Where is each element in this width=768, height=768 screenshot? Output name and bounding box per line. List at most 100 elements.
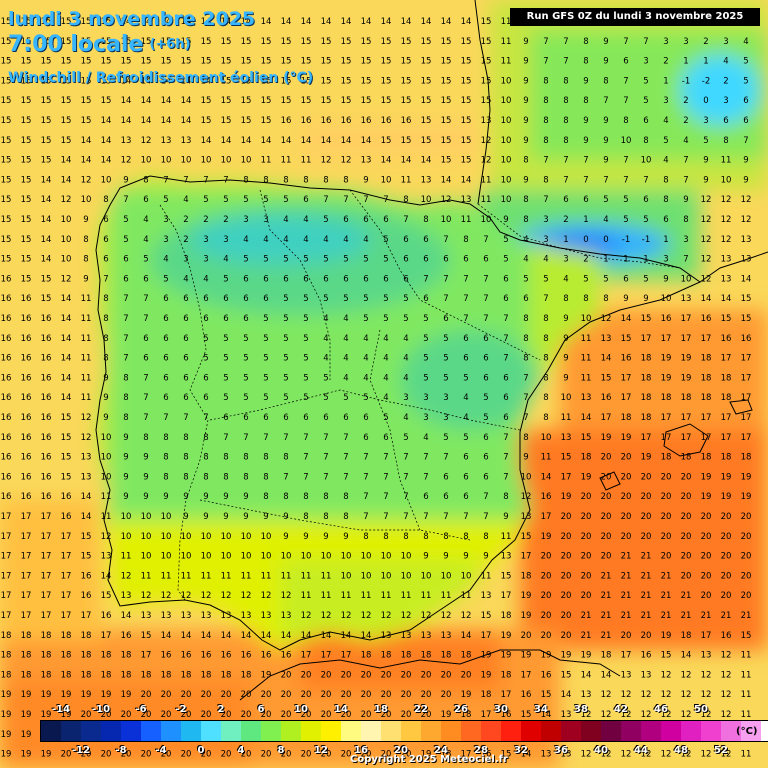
grid-value: 18 bbox=[41, 670, 52, 680]
grid-value: 16 bbox=[41, 334, 52, 344]
grid-value: 8 bbox=[583, 294, 588, 304]
grid-value: 19 bbox=[521, 611, 532, 621]
grid-value: 15 bbox=[641, 314, 652, 324]
grid-value: 14 bbox=[61, 294, 72, 304]
grid-value: 12 bbox=[681, 750, 692, 760]
grid-value: 10 bbox=[621, 136, 632, 146]
grid-value: 17 bbox=[21, 552, 32, 562]
grid-value: 16 bbox=[1, 354, 12, 364]
grid-value: 18 bbox=[81, 651, 92, 661]
grid-value: 20 bbox=[301, 690, 312, 700]
grid-value: 15 bbox=[41, 274, 52, 284]
grid-value: 4 bbox=[363, 235, 368, 245]
grid-value: 12 bbox=[701, 235, 712, 245]
grid-value: 19 bbox=[581, 651, 592, 661]
grid-value: 12 bbox=[621, 750, 632, 760]
grid-value: 6 bbox=[203, 373, 208, 383]
grid-value: 5 bbox=[203, 334, 208, 344]
grid-value: 10 bbox=[241, 532, 252, 542]
grid-value: 14 bbox=[181, 116, 192, 126]
grid-value: 19 bbox=[601, 433, 612, 443]
grid-value: 7 bbox=[403, 472, 408, 482]
grid-value: 20 bbox=[661, 472, 672, 482]
grid-value: 7 bbox=[203, 413, 208, 423]
grid-value: 4 bbox=[563, 274, 568, 284]
grid-value: 17 bbox=[741, 413, 752, 423]
grid-value: 9 bbox=[363, 175, 368, 185]
grid-value: 19 bbox=[661, 373, 672, 383]
grid-value: 5 bbox=[403, 314, 408, 324]
grid-value: 5 bbox=[383, 255, 388, 265]
grid-value: 6 bbox=[483, 373, 488, 383]
grid-value: 13 bbox=[441, 631, 452, 641]
grid-value: 8 bbox=[283, 492, 288, 502]
grid-value: 15 bbox=[341, 57, 352, 67]
grid-value: 12 bbox=[601, 710, 612, 720]
legend-top-label: -10 bbox=[91, 704, 111, 715]
grid-value: 15 bbox=[261, 116, 272, 126]
grid-value: 20 bbox=[621, 631, 632, 641]
grid-value: 15 bbox=[461, 76, 472, 86]
grid-value: 16 bbox=[1, 314, 12, 324]
grid-value: 16 bbox=[1, 472, 12, 482]
grid-value: 8 bbox=[663, 175, 668, 185]
grid-value: 20 bbox=[721, 571, 732, 581]
grid-value: 8 bbox=[303, 492, 308, 502]
grid-value: 14 bbox=[681, 651, 692, 661]
grid-value: 19 bbox=[481, 651, 492, 661]
grid-value: 19 bbox=[621, 433, 632, 443]
grid-value: 18 bbox=[81, 631, 92, 641]
grid-value: 20 bbox=[281, 750, 292, 760]
grid-value: 4 bbox=[463, 413, 468, 423]
grid-value: 8 bbox=[563, 96, 568, 106]
grid-value: 20 bbox=[641, 631, 652, 641]
grid-value: 4 bbox=[403, 334, 408, 344]
grid-value: 10 bbox=[61, 215, 72, 225]
grid-value: 21 bbox=[621, 591, 632, 601]
grid-value: 18 bbox=[1, 631, 12, 641]
grid-value: 8 bbox=[303, 512, 308, 522]
grid-value: 15 bbox=[421, 136, 432, 146]
grid-value: 15 bbox=[381, 37, 392, 47]
grid-value: 15 bbox=[401, 96, 412, 106]
grid-value: 15 bbox=[481, 57, 492, 67]
grid-value: 19 bbox=[1, 730, 12, 740]
grid-value: 4 bbox=[383, 393, 388, 403]
north-africa-coast bbox=[239, 649, 621, 701]
grid-value: 8 bbox=[243, 472, 248, 482]
grid-value: 16 bbox=[121, 631, 132, 641]
legend-bottom-label: 28 bbox=[474, 745, 488, 756]
grid-value: 13 bbox=[221, 611, 232, 621]
grid-value: 4 bbox=[363, 354, 368, 364]
legend-bottom-label: 40 bbox=[594, 745, 608, 756]
grid-value: 8 bbox=[543, 116, 548, 126]
grid-value: 15 bbox=[301, 37, 312, 47]
grid-value: 18 bbox=[641, 373, 652, 383]
grid-value: 15 bbox=[421, 76, 432, 86]
grid-value: 7 bbox=[503, 314, 508, 324]
grid-value: 15 bbox=[1, 156, 12, 166]
grid-value: 20 bbox=[161, 690, 172, 700]
grid-value: 17 bbox=[741, 354, 752, 364]
grid-value: 18 bbox=[61, 651, 72, 661]
grid-value: 21 bbox=[661, 591, 672, 601]
grid-value: 15 bbox=[541, 690, 552, 700]
grid-value: 14 bbox=[61, 334, 72, 344]
grid-value: 15 bbox=[61, 413, 72, 423]
grid-value: 10 bbox=[61, 255, 72, 265]
grid-value: 12 bbox=[381, 611, 392, 621]
grid-value: 15 bbox=[1, 17, 12, 27]
grid-value: 8 bbox=[583, 96, 588, 106]
grid-value: 5 bbox=[643, 76, 648, 86]
grid-value: 12 bbox=[681, 690, 692, 700]
grid-value: 16 bbox=[61, 512, 72, 522]
grid-value: 12 bbox=[601, 750, 612, 760]
legend-swatch bbox=[161, 721, 181, 741]
grid-value: 15 bbox=[401, 76, 412, 86]
grid-value: 5 bbox=[223, 274, 228, 284]
grid-value: 8 bbox=[283, 453, 288, 463]
grid-value: 20 bbox=[541, 591, 552, 601]
grid-value: 4 bbox=[243, 235, 248, 245]
grid-value: 6 bbox=[443, 255, 448, 265]
grid-value: 17 bbox=[1, 512, 12, 522]
